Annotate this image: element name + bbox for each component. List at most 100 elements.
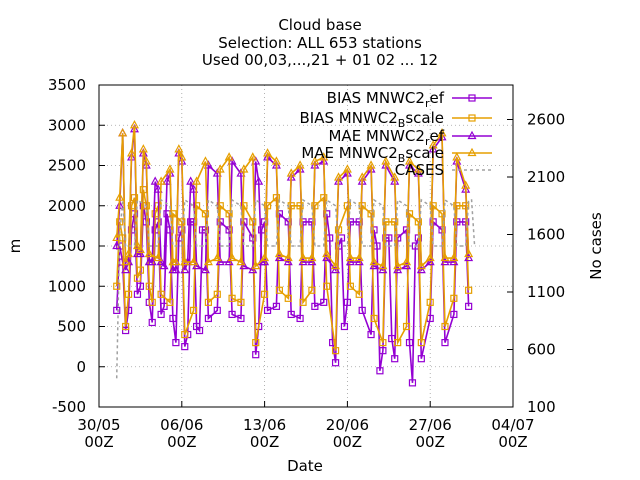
- data-point: [252, 351, 260, 359]
- data-point: [296, 314, 304, 323]
- data-point: [177, 152, 187, 161]
- x-tick-label-date: 13/06: [243, 416, 286, 434]
- data-point: [331, 264, 341, 274]
- legend-subscript: B: [398, 117, 406, 130]
- data-point: [405, 210, 414, 218]
- data-point: [190, 306, 198, 314]
- data-point: [394, 339, 402, 347]
- data-point: [376, 367, 384, 375]
- data-point: [275, 286, 283, 294]
- data-point: [263, 306, 272, 314]
- x-tick-label-date: 06/06: [160, 416, 203, 434]
- data-point: [449, 252, 459, 262]
- data-point: [261, 290, 269, 298]
- data-point: [391, 218, 399, 226]
- y-tick-label: 1000: [48, 277, 86, 295]
- data-point: [465, 302, 473, 310]
- data-point: [404, 156, 415, 165]
- data-point: [166, 298, 174, 306]
- data-point: [204, 298, 213, 306]
- data-point: [287, 310, 295, 319]
- data-point: [252, 339, 260, 347]
- legend-suffix: scale: [405, 144, 444, 162]
- data-point: [157, 310, 165, 319]
- data-point: [237, 298, 245, 306]
- x-axis-ticks: 30/0500Z06/0600Z13/0600Z20/0600Z27/0600Z…: [77, 401, 535, 451]
- data-point: [402, 260, 412, 270]
- y-tick-label: 1500: [48, 237, 86, 255]
- x-axis-label: Date: [287, 457, 323, 475]
- x-tick-label-hour: 00Z: [498, 433, 527, 451]
- y-axis-ticks: -500 0 500 1000 1500 2000 2500 3000 3500: [48, 76, 105, 416]
- data-point: [393, 260, 403, 270]
- data-point: [319, 152, 329, 161]
- data-point: [449, 256, 459, 266]
- data-point: [239, 164, 249, 173]
- data-point: [382, 218, 390, 226]
- data-point: [118, 128, 128, 137]
- data-point: [200, 156, 210, 165]
- series-bias-mnwc2-bscale: [113, 186, 473, 355]
- x-tick-label-date: 27/06: [409, 416, 452, 434]
- data-point: [340, 322, 349, 331]
- data-point: [136, 266, 144, 274]
- data-point: [180, 264, 190, 274]
- data-point: [465, 286, 473, 294]
- data-point: [200, 264, 210, 274]
- y2-tick-label: 1100: [527, 283, 565, 301]
- data-point: [142, 202, 150, 210]
- data-point: [453, 202, 461, 210]
- data-point: [450, 310, 458, 319]
- data-point: [135, 248, 145, 258]
- y2-axis-label: No cases: [587, 212, 605, 280]
- data-point: [160, 302, 168, 310]
- data-point: [320, 194, 328, 202]
- data-point: [440, 256, 450, 266]
- data-point: [121, 264, 131, 274]
- data-point: [283, 252, 293, 262]
- data-point: [192, 176, 202, 185]
- data-point: [204, 314, 213, 323]
- y2-tick-label: 1600: [527, 226, 565, 244]
- data-point: [237, 314, 245, 323]
- x-tick-label-hour: 00Z: [250, 433, 279, 451]
- x-tick-label-date: 20/06: [326, 416, 369, 434]
- data-point: [298, 256, 308, 266]
- data-point: [417, 355, 425, 363]
- legend-swatch-marker: [467, 147, 477, 157]
- data-point: [408, 379, 417, 387]
- data-point: [307, 252, 317, 262]
- legend-label: MAE MNWC2Bscale: [301, 144, 444, 165]
- data-point: [354, 256, 364, 266]
- data-point: [113, 282, 121, 290]
- data-point: [186, 176, 196, 185]
- data-point: [441, 322, 449, 331]
- legend-swatch-marker: [468, 114, 476, 122]
- data-point: [388, 334, 396, 343]
- x-tick-label-hour: 00Z: [84, 433, 113, 451]
- data-point: [357, 172, 367, 181]
- x-tick-label-hour: 00Z: [167, 433, 196, 451]
- series-line: [115, 125, 470, 269]
- data-point: [284, 294, 292, 302]
- data-point: [181, 330, 189, 339]
- data-point: [311, 202, 319, 210]
- y2-tick-label: 2100: [527, 168, 565, 186]
- x-tick-label-date: 04/07: [491, 416, 534, 434]
- data-point: [192, 260, 202, 270]
- data-point: [345, 256, 355, 266]
- y-tick-label: 0: [76, 358, 86, 376]
- data-point: [379, 339, 387, 347]
- data-point: [366, 160, 376, 169]
- y-tick-label: 3000: [48, 116, 86, 134]
- data-point: [354, 252, 364, 262]
- data-point: [132, 240, 142, 250]
- data-point: [228, 310, 236, 319]
- data-point: [148, 298, 156, 306]
- y-tick-label: 500: [57, 318, 86, 336]
- data-point: [195, 326, 204, 335]
- data-point: [239, 260, 249, 270]
- data-point: [169, 314, 177, 323]
